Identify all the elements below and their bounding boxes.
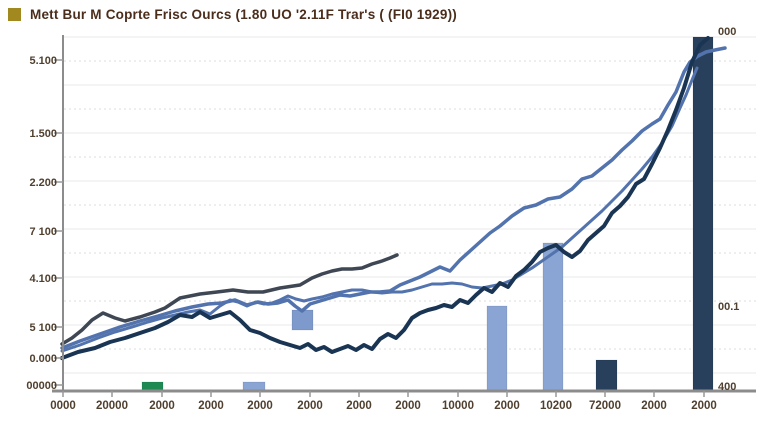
y-tick-label: 5 100 — [29, 322, 57, 334]
x-tick-label: 2000 — [247, 400, 273, 412]
navy-series — [60, 36, 710, 360]
y-tick-label: 1.500 — [29, 128, 57, 140]
y-tick-label: 7 100 — [29, 226, 57, 238]
lightblue-bar-float — [291, 309, 314, 331]
chart-legend: Mett Bur M Coprte Frisc Ourcs (1.80 UO '… — [8, 7, 457, 22]
navy-bar-small — [595, 359, 618, 392]
navy-bar-tall — [692, 36, 714, 392]
y-tick-label: 00000 — [26, 380, 57, 392]
lightblue-bar-tall — [542, 242, 564, 392]
x-tick-label: 2000 — [641, 400, 667, 412]
x-tick-label: 2000 — [494, 400, 520, 412]
x-tick-label: 2000 — [346, 400, 372, 412]
x-tick-label: 2000 — [691, 400, 717, 412]
x-tick-label: 2000 — [395, 400, 421, 412]
right-axis-label: 000 — [718, 26, 736, 38]
x-tick-label: 20000 — [96, 400, 128, 412]
blue-series-1 — [60, 46, 727, 350]
y-tick-label: 4.100 — [29, 273, 57, 285]
y-tick-label: 0.000 — [29, 353, 57, 365]
x-tick-label: 2000 — [297, 400, 323, 412]
x-tick-label: 10000 — [442, 400, 474, 412]
x-tick-label: 2000 — [198, 400, 224, 412]
x-tick-label: 10200 — [540, 400, 572, 412]
lightblue-bar-mid — [486, 305, 508, 392]
x-tick-label: 0000 — [50, 400, 76, 412]
blue-series-2 — [60, 66, 699, 353]
x-tick-label: 72000 — [589, 400, 621, 412]
gray-series — [60, 253, 399, 346]
legend-swatch-icon — [8, 8, 21, 21]
right-axis-label: 00.1 — [718, 301, 739, 313]
x-tick-label: 2000 — [149, 400, 175, 412]
chart-title: Mett Bur M Coprte Frisc Ourcs (1.80 UO '… — [30, 7, 457, 22]
y-tick-label: 5.100 — [29, 55, 57, 67]
y-tick-label: 2.200 — [29, 177, 57, 189]
right-axis-label: 400 — [718, 381, 736, 393]
